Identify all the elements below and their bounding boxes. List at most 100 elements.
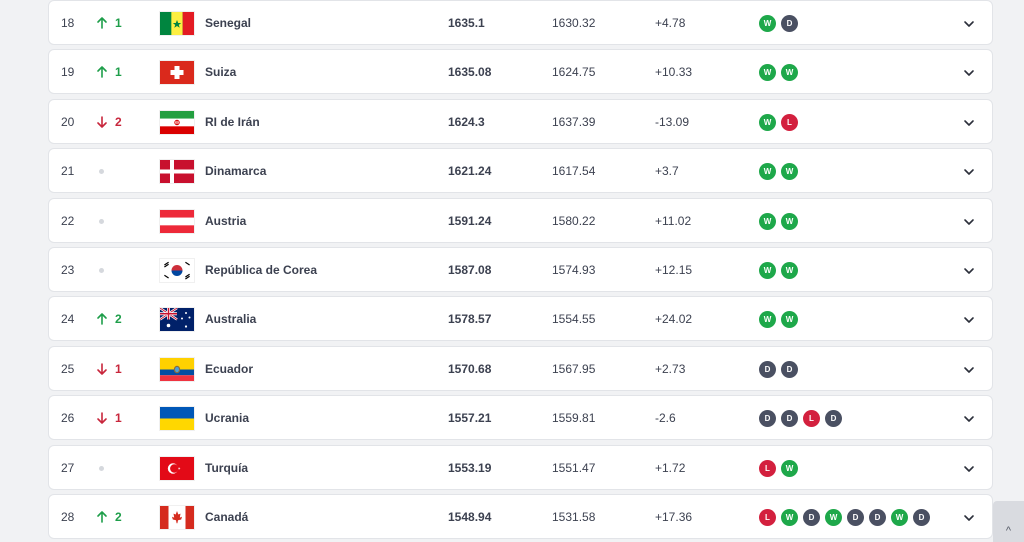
form-badge: D [759,410,776,428]
table-row[interactable]: 24 2 Australia 1578.57 1554.55 +24.02 W W [48,296,993,342]
points-difference: +12.15 [655,263,693,277]
team-name[interactable]: Turquía [205,460,249,475]
chevron-down-icon[interactable] [962,313,976,327]
form-badge: W [759,212,776,230]
chevron-down-icon[interactable] [962,116,976,130]
canada-flag-icon [160,506,194,529]
points-difference: -2.6 [655,411,676,426]
rank-change: 2 [95,297,135,342]
team-name[interactable]: Senegal [205,16,252,30]
chevron-down-icon[interactable] [962,264,976,278]
rank-change-value: 1 [115,16,122,30]
form-badge: D [759,360,776,378]
previous-points: 1554.55 [552,312,596,327]
total-points: 1570.68 [448,361,492,376]
rank-change-value: 1 [115,361,122,376]
form-badge: W [759,15,776,32]
previous-points: 1580.22 [552,213,596,228]
ecuador-flag-icon [160,357,194,381]
points-difference: +11.02 [655,213,692,228]
points-difference: +24.02 [655,312,693,327]
rank-change: 1 [95,1,135,46]
austria-flag-icon [160,209,194,233]
team-name[interactable]: República de Corea [205,263,318,277]
team-name[interactable]: Australia [205,312,257,327]
table-row[interactable]: 25 1 Ecuador 1570.68 1567.95 +2.73 D D [48,345,993,391]
rank-number: 19 [61,65,75,80]
chevron-down-icon[interactable] [962,363,976,377]
team-name[interactable]: Austria [205,213,247,228]
rank-change-value: 2 [115,510,122,524]
team-name[interactable]: Canadá [205,510,249,524]
table-row[interactable]: 18 1 Senegal 1635.1 1630.32 +4.78 W D [48,0,993,45]
rank-change: 2 [95,100,135,145]
senegal-flag-icon [160,12,194,35]
table-row[interactable]: 27 Turquía 1553.19 1551.47 +1.72 L W [48,444,993,491]
form-badge: D [869,509,886,526]
rank-number: 28 [61,510,75,524]
previous-points: 1531.58 [552,510,596,524]
points-difference: -13.09 [655,114,690,129]
rank-number: 20 [61,114,75,129]
form-badge: W [759,163,776,181]
team-name[interactable]: Ucrania [205,411,250,426]
australia-flag-icon [160,308,194,332]
form-badge: W [759,113,776,131]
chevron-down-icon[interactable] [962,165,976,179]
switzerland-flag-icon [160,61,194,85]
scroll-to-top-button[interactable]: ^ [993,501,1024,542]
previous-points: 1551.47 [552,460,596,475]
form-badge: D [825,410,842,428]
chevron-down-icon[interactable] [962,462,976,476]
form-badge: W [781,311,798,329]
form-badge: W [759,262,776,279]
no-change-dot-icon [99,169,104,175]
chevron-down-icon[interactable] [962,66,976,80]
form-badge: L [759,459,776,477]
points-difference: +2.73 [655,361,686,376]
team-name[interactable]: Suiza [205,65,237,80]
table-row[interactable]: 23 República de Corea 1587.08 1574.93 +12.15… [48,247,993,292]
iran-flag-icon [160,110,194,134]
table-row[interactable]: 19 1 Suiza 1635.08 1624.75 +10.33 W W [48,49,993,95]
rank-number: 18 [61,16,75,30]
table-row[interactable]: 20 2 RI de Irán 1624.3 1637.39 -13.09 W L [48,98,993,145]
rank-number: 23 [61,263,75,277]
team-name[interactable]: Dinamarca [205,164,267,179]
form-badge: D [781,15,798,32]
table-row[interactable]: 28 2 Canadá 1548.94 1531.58 +17.36 L W D W D D W D [48,494,993,539]
form-badge: W [781,262,798,279]
table-row[interactable]: 21 Dinamarca 1621.24 1617.54 +3.7 W W [48,148,993,194]
rank-number: 22 [61,213,75,228]
points-difference: +17.36 [655,510,693,524]
form-badge: L [759,509,776,526]
points-difference: +3.7 [655,164,679,179]
total-points: 1635.08 [448,65,492,80]
chevron-down-icon[interactable] [962,17,976,31]
form-badge: D [803,509,820,526]
no-change-dot-icon [99,218,104,224]
team-name[interactable]: RI de Irán [205,114,260,129]
total-points: 1621.24 [448,164,492,179]
rank-change-value: 2 [115,114,122,129]
form-badge: W [781,459,798,477]
team-name[interactable]: Ecuador [205,361,254,376]
chevron-down-icon[interactable] [962,215,976,229]
rank-change-value: 2 [115,312,122,327]
chevron-down-icon[interactable] [962,511,976,525]
table-row[interactable]: 26 1 Ucrania 1557.21 1559.81 -2.6 D D L D [48,395,993,441]
form-badge: D [781,360,798,378]
chevron-down-icon[interactable] [962,412,976,426]
chevron-up-icon: ^ [1005,525,1012,537]
total-points: 1635.1 [448,16,485,30]
table-row[interactable]: 22 Austria 1591.24 1580.22 +11.02 W W [48,197,993,243]
rank-number: 25 [61,361,75,376]
rank-change [95,446,135,491]
form-badge: W [781,212,798,230]
rank-change-value: 1 [115,65,122,80]
